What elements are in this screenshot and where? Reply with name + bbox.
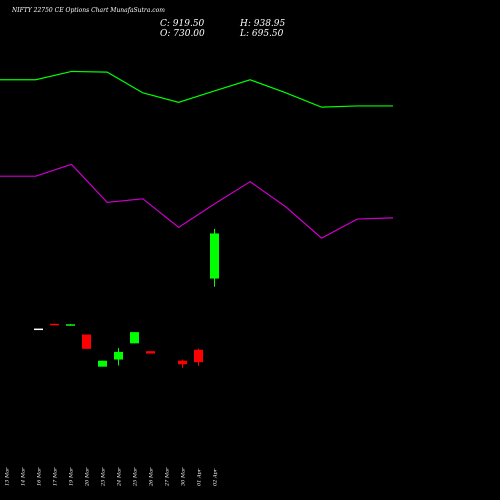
- x-tick-label: 01 Apr: [197, 468, 203, 486]
- candle-25-mar: [130, 332, 139, 344]
- overlay-line-1: [0, 70, 393, 108]
- x-tick-label: 24 Mar: [117, 467, 123, 487]
- candle-body: [82, 334, 91, 349]
- candle-19-mar: [66, 324, 75, 326]
- x-tick-label: 26 Mar: [149, 467, 155, 487]
- open-price-label: O: 730.00: [160, 29, 205, 39]
- close-price-label: C: 919.50: [160, 19, 205, 29]
- x-tick-label: 25 Mar: [133, 467, 139, 487]
- candle-24-mar: [114, 348, 123, 366]
- x-tick-label: 30 Mar: [181, 467, 187, 486]
- x-tick-label: 27 Mar: [165, 467, 171, 487]
- x-tick-label: 14 Mar: [21, 467, 27, 486]
- candle-body: [146, 351, 155, 354]
- high-price-label: H: 938.95: [240, 19, 286, 29]
- overlay-line-2: [0, 163, 394, 239]
- candle-body: [66, 324, 75, 326]
- candle-body: [178, 360, 187, 365]
- candles: [34, 228, 219, 368]
- candle-body: [50, 323, 59, 326]
- x-tick-label: 16 Mar: [37, 467, 43, 486]
- candle-16-mar: [34, 328, 43, 331]
- x-tick-label: 23 Mar: [101, 467, 107, 487]
- candle-30-mar: [178, 359, 187, 368]
- x-tick-label: 17 Mar: [53, 467, 59, 486]
- candle-body: [210, 233, 219, 279]
- x-tick-label: 02 Apr: [213, 468, 219, 486]
- candle-02-apr: [210, 228, 219, 287]
- candle-body: [194, 349, 203, 363]
- x-tick-label: 20 Mar: [85, 467, 91, 487]
- candle-23-mar: [98, 360, 107, 367]
- candle-body: [98, 360, 107, 367]
- candle-20-mar: [82, 334, 91, 349]
- chart-title: NIFTY 22750 CE Options Chart MunafaSutra…: [12, 7, 165, 14]
- candle-17-mar: [50, 323, 59, 326]
- x-tick-label: 19 Mar: [69, 467, 75, 486]
- candle-26-mar: [146, 351, 155, 354]
- x-tick-label: 13 Mar: [5, 467, 11, 486]
- candle-body: [114, 351, 123, 360]
- low-price-label: L: 695.50: [240, 29, 284, 39]
- candle-body: [34, 328, 43, 331]
- x-axis-ticks: 13 Mar 14 Mar 16 Mar 17 Mar 19 Mar 20 Mar 23 M…: [5, 467, 219, 487]
- candle-01-apr: [194, 348, 203, 366]
- candle-body: [130, 332, 139, 344]
- overlay-lines: [0, 70, 394, 239]
